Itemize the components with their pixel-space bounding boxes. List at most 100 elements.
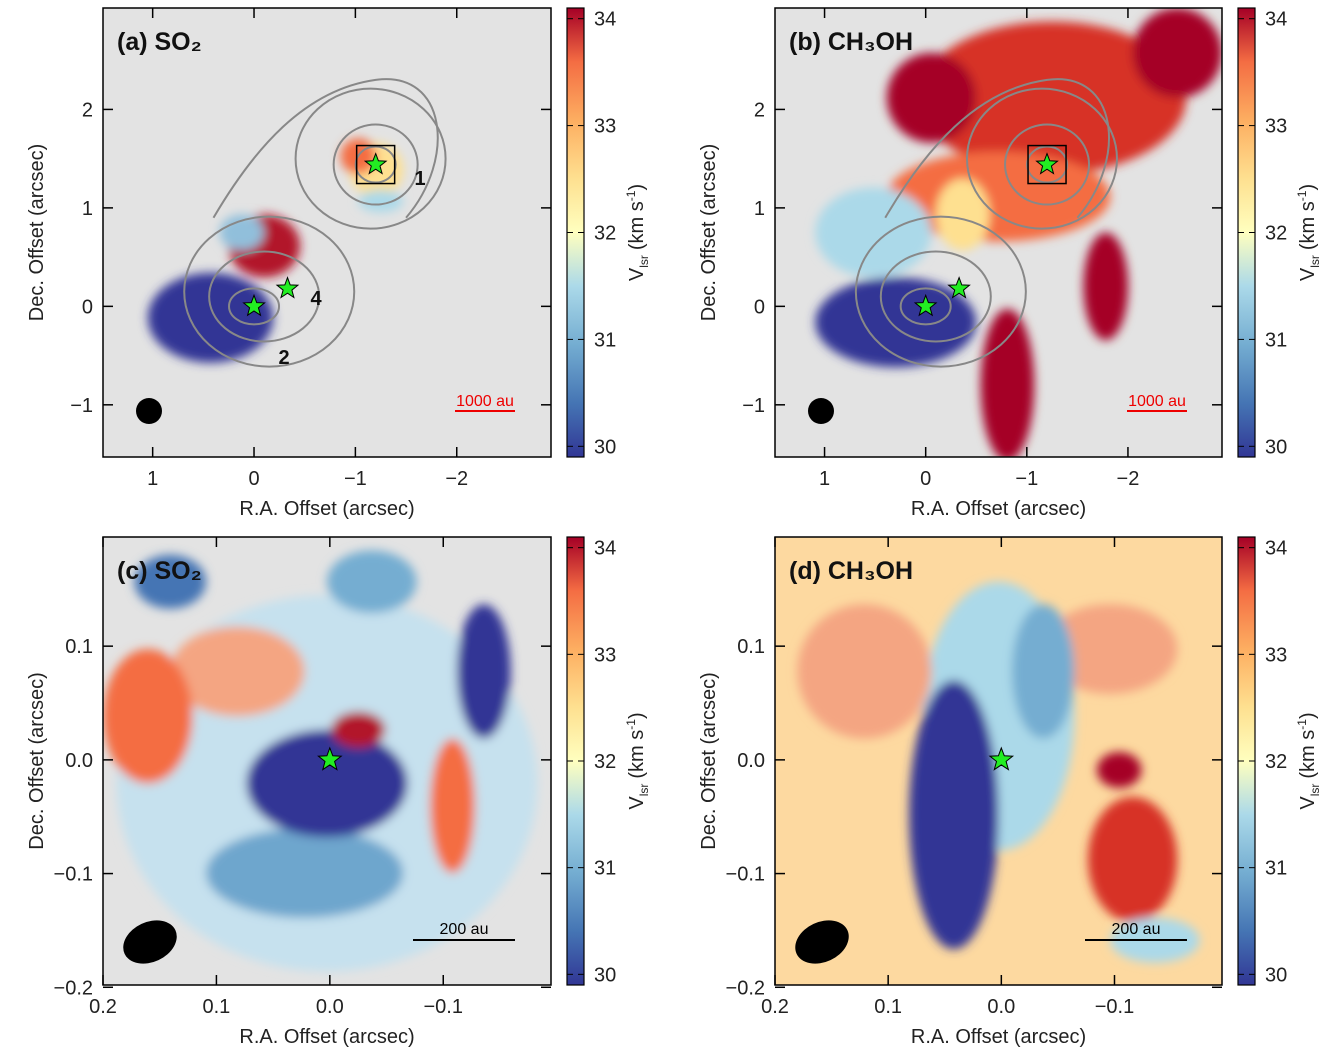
colorbar-label-part: -1 xyxy=(624,719,638,730)
map-patches xyxy=(815,8,1222,457)
map-patch xyxy=(246,729,408,838)
map-patch xyxy=(1043,604,1178,694)
colorbar-label-part: ) xyxy=(626,712,648,719)
velocity-map: 1000 au xyxy=(775,8,1222,457)
map-patch xyxy=(886,52,977,143)
y-tick-label: 0.1 xyxy=(65,636,93,658)
x-tick-label: 1 xyxy=(147,468,158,490)
colorbar-label-part: -1 xyxy=(1295,719,1309,730)
colorbar-tick-label: 30 xyxy=(594,436,616,458)
beam xyxy=(795,920,849,964)
contour xyxy=(1004,123,1091,206)
map-patch xyxy=(134,554,207,609)
colorbar-label-part: V xyxy=(626,796,648,810)
colorbar-tick-label: 32 xyxy=(594,751,616,773)
colorbar-label-part: (km s xyxy=(1297,201,1319,250)
y-axis-label: Dec. Offset (arcsec) xyxy=(26,144,48,321)
colorbar-tick-label: 30 xyxy=(1265,436,1287,458)
map-patches xyxy=(103,550,538,972)
colorbar-label-part: V xyxy=(626,267,648,281)
panel: 200 au (c) SO₂ 0.2 0.1 0.0 −0.1 −0.2 −0.1 0.0 0.1… xyxy=(26,536,651,1048)
colorbar-label-part: V xyxy=(1297,796,1319,810)
colorbar-tick-label: 30 xyxy=(594,964,616,986)
map-patch xyxy=(935,178,990,251)
panel: 200 au (d) CH₃OH 0.2 0.1 0.0 −0.1 −0.2 −0.1 0.0 0… xyxy=(698,536,1322,1048)
x-axis-label: R.A. Offset (arcsec) xyxy=(911,1026,1086,1048)
colorbar-tick-label: 33 xyxy=(1265,116,1287,138)
map-patch xyxy=(358,189,404,213)
x-axis-label: R.A. Offset (arcsec) xyxy=(911,498,1086,520)
y-tick-label: 0 xyxy=(82,296,93,318)
x-tick-label: −2 xyxy=(1117,468,1140,490)
colorbar-tick-label: 32 xyxy=(594,223,616,245)
colorbar-label-part: lsr xyxy=(1308,255,1322,268)
contour xyxy=(1026,145,1069,184)
scale-bar-label: 1000 au xyxy=(1128,393,1186,410)
colorbar-label-part: -1 xyxy=(1295,190,1309,201)
x-tick-label: −1 xyxy=(1015,468,1038,490)
colorbar-tick-label: 33 xyxy=(594,116,616,138)
panel-title: (a) SO₂ xyxy=(117,28,202,56)
source-star xyxy=(275,276,300,299)
colorbar-tick-label: 32 xyxy=(1265,223,1287,245)
colorbar-tick-label: 31 xyxy=(1265,858,1287,880)
scale-bar-label: 1000 au xyxy=(456,393,514,410)
colorbar-label-part: lsr xyxy=(637,255,651,268)
zoom-box xyxy=(1027,144,1067,185)
contour xyxy=(332,123,419,206)
contour xyxy=(294,87,447,230)
colorbar-label-part: lsr xyxy=(1308,784,1322,797)
colorbar-tick-label: 34 xyxy=(1265,538,1287,560)
colorbar-tick-label: 34 xyxy=(594,538,616,560)
map-patch xyxy=(327,550,417,614)
y-tick-label: −0.1 xyxy=(726,864,765,886)
contour xyxy=(854,215,1027,368)
plot-frame xyxy=(774,536,1223,986)
colorbar-label-part: (km s xyxy=(626,730,648,779)
map-patch xyxy=(815,277,977,368)
y-tick-label: 2 xyxy=(754,99,765,121)
zoom-box xyxy=(355,144,396,185)
x-tick-label: 0.2 xyxy=(89,996,117,1018)
map-patch xyxy=(430,738,475,873)
map-patch xyxy=(980,308,1035,457)
x-tick-label: 0 xyxy=(920,468,931,490)
source-star xyxy=(947,276,971,299)
y-axis-label: Dec. Offset (arcsec) xyxy=(26,672,48,849)
colorbar-label: Vlsr (km s-1) xyxy=(624,184,651,281)
panel: 1000 au 1 4 2 (a) SO₂ 1 0 −1 −2 −1 0 1 2 R.A. Offset … xyxy=(26,7,651,520)
map-patch xyxy=(1087,796,1178,923)
y-axis-label: Dec. Offset (arcsec) xyxy=(698,144,720,321)
source-label: 4 xyxy=(310,288,322,310)
x-tick-label: −1 xyxy=(344,468,367,490)
x-tick-label: 0.0 xyxy=(316,996,344,1018)
y-tick-label: 0.0 xyxy=(65,750,93,772)
colorbar-tick-label: 34 xyxy=(594,9,616,31)
scale-bar-label: 200 au xyxy=(1112,921,1161,938)
y-tick-label: −0.1 xyxy=(54,864,93,886)
x-tick-label: 0.2 xyxy=(761,996,789,1018)
map-patch xyxy=(918,21,1187,175)
x-tick-label: −2 xyxy=(445,468,468,490)
map-patch xyxy=(147,272,274,363)
plot-frame xyxy=(102,7,552,458)
map-patch xyxy=(1011,604,1075,739)
y-tick-label: 2 xyxy=(82,99,93,121)
contour xyxy=(183,215,356,368)
panel-title: (b) CH₃OH xyxy=(789,28,913,56)
beam xyxy=(808,398,834,424)
y-tick-label: 0 xyxy=(754,296,765,318)
contour xyxy=(879,250,992,343)
colorbar-tick-label: 30 xyxy=(1265,964,1287,986)
panel-title: (d) CH₃OH xyxy=(789,557,913,585)
x-tick-label: −0.1 xyxy=(1095,996,1134,1018)
source-star xyxy=(363,152,388,175)
colorbar-label: Vlsr (km s-1) xyxy=(1295,184,1322,281)
colorbar-label-part: (km s xyxy=(1297,730,1319,779)
colorbar-tick-label: 31 xyxy=(594,858,616,880)
contour xyxy=(212,78,439,219)
panel: 1000 au (b) CH₃OH 1 0 −1 −2 −1 0 1 2 R.A. Offset (… xyxy=(698,7,1322,520)
x-tick-label: −0.1 xyxy=(424,996,463,1018)
map-patch xyxy=(170,626,305,717)
